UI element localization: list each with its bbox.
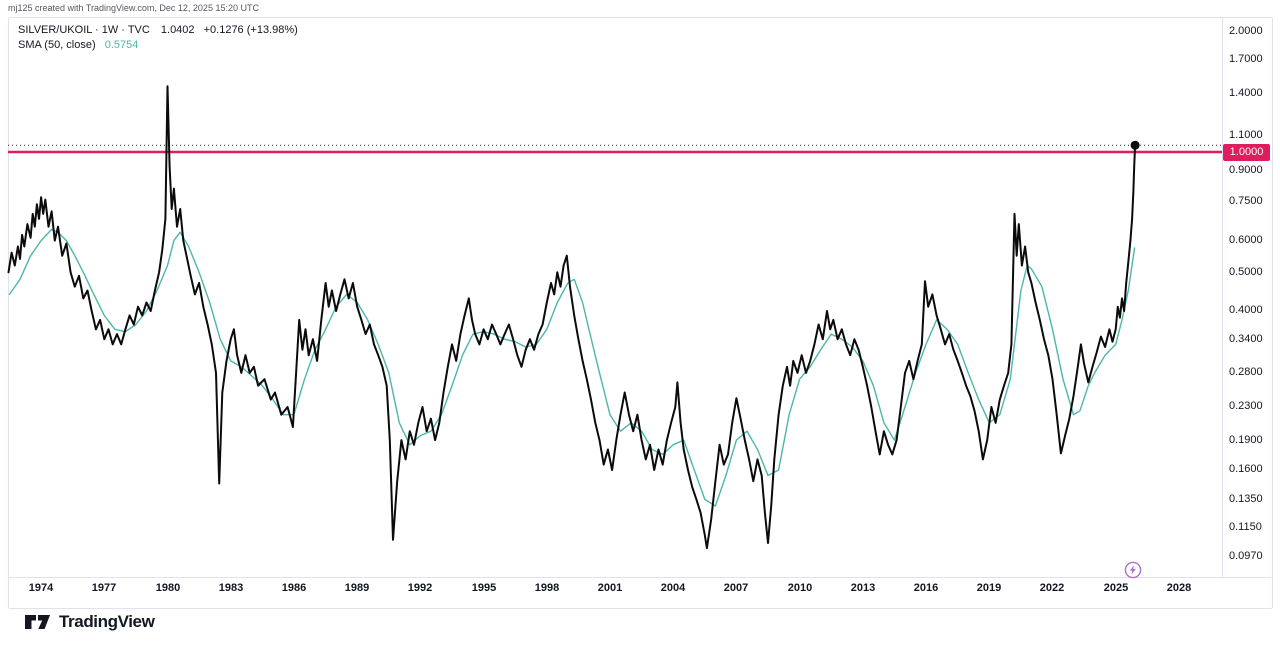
price-scale[interactable]: 2.0000 1.7000 1.4000 1.1000 0.9000 0.7500 0.60…: [1229, 0, 1279, 607]
price-tick-0.7500: 0.7500: [1229, 195, 1263, 207]
time-tick-1980: 1980: [155, 582, 181, 594]
price-tick-0.1900: 0.1900: [1229, 434, 1263, 446]
price-tick-0.3400: 0.3400: [1229, 333, 1263, 345]
time-tick-2001: 2001: [597, 582, 623, 594]
chart-legend: SILVER/UKOIL · 1W · TVC 1.0402 +0.1276 (…: [18, 23, 298, 53]
time-tick-1986: 1986: [281, 582, 307, 594]
time-tick-1998: 1998: [534, 582, 560, 594]
time-tick-2028: 2028: [1166, 582, 1192, 594]
price-tick-2.0000: 2.0000: [1229, 25, 1263, 37]
symbol-legend-row[interactable]: SILVER/UKOIL · 1W · TVC 1.0402 +0.1276 (…: [18, 23, 298, 38]
symbol-price-change: +0.1276 (+13.98%): [203, 24, 298, 36]
tradingview-logo[interactable]: TradingView: [24, 610, 155, 634]
time-tick-1977: 1977: [91, 582, 117, 594]
price-tick-0.6000: 0.6000: [1229, 234, 1263, 246]
time-tick-1992: 1992: [407, 582, 433, 594]
price-tick-0.4000: 0.4000: [1229, 304, 1263, 316]
time-tick-1995: 1995: [471, 582, 497, 594]
last-price-dot: [1130, 140, 1140, 150]
time-tick-2019: 2019: [976, 582, 1002, 594]
time-tick-1983: 1983: [218, 582, 244, 594]
time-tick-2016: 2016: [913, 582, 939, 594]
price-tick-1.1000: 1.1000: [1229, 129, 1263, 141]
series-silver-ukoil-close: [7, 85, 1137, 550]
time-tick-2013: 2013: [850, 582, 876, 594]
time-axis-separator: [8, 577, 1271, 578]
indicator-legend-row[interactable]: SMA (50, close) 0.5754: [18, 38, 298, 53]
price-tick-0.9000: 0.9000: [1229, 164, 1263, 176]
time-tick-2025: 2025: [1103, 582, 1129, 594]
time-tick-2010: 2010: [787, 582, 813, 594]
time-scale[interactable]: 1974 1977 1980 1983 1986 1989 1992 1995 1998 2001…: [0, 582, 1280, 602]
time-tick-2022: 2022: [1039, 582, 1065, 594]
series-sma-50-close: [8, 228, 1136, 507]
price-tick-0.5000: 0.5000: [1229, 266, 1263, 278]
price-tick-1.7000: 1.7000: [1229, 53, 1263, 65]
lightning-event-icon[interactable]: [1124, 561, 1142, 579]
chart-panel-border: [8, 17, 1273, 609]
time-tick-1974: 1974: [28, 582, 54, 594]
indicator-label: SMA (50, close): [18, 39, 96, 51]
symbol-last-price: 1.0402: [160, 24, 195, 36]
price-tick-0.1350: 0.1350: [1229, 493, 1263, 505]
time-tick-2004: 2004: [660, 582, 686, 594]
time-tick-2007: 2007: [723, 582, 749, 594]
indicator-value: 0.5754: [104, 39, 139, 51]
price-level-badge[interactable]: 1.0000: [1223, 144, 1270, 161]
price-tick-0.1150: 0.1150: [1229, 521, 1262, 533]
price-tick-0.2800: 0.2800: [1229, 366, 1263, 378]
symbol-title: SILVER/UKOIL · 1W · TVC: [18, 24, 150, 36]
price-tick-0.2300: 0.2300: [1229, 400, 1263, 412]
attribution-text: mj125 created with TradingView.com, Dec …: [8, 3, 259, 13]
price-axis-separator: [1222, 17, 1223, 577]
price-tick-0.0970: 0.0970: [1229, 550, 1263, 562]
tradingview-logo-mark: [25, 615, 50, 629]
tradingview-logo-text: TradingView: [59, 612, 155, 631]
time-tick-1989: 1989: [344, 582, 370, 594]
price-tick-0.1600: 0.1600: [1229, 463, 1263, 475]
price-tick-1.4000: 1.4000: [1229, 87, 1263, 99]
